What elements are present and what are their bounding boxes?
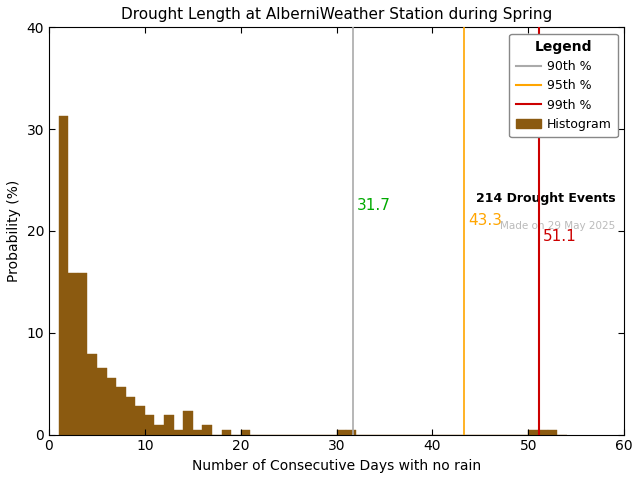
Bar — [125, 397, 135, 434]
Bar — [538, 430, 548, 434]
Bar — [116, 387, 125, 434]
Bar — [164, 415, 173, 434]
Text: 51.1: 51.1 — [543, 228, 577, 243]
Bar — [183, 411, 193, 434]
Bar — [87, 354, 97, 434]
Bar — [193, 430, 202, 434]
Text: 214 Drought Events: 214 Drought Events — [476, 192, 616, 205]
Bar — [106, 378, 116, 434]
Text: Made on 29 May 2025: Made on 29 May 2025 — [500, 221, 616, 231]
Text: 43.3: 43.3 — [468, 213, 502, 228]
Bar — [202, 425, 212, 434]
Bar — [145, 415, 154, 434]
Bar — [241, 430, 250, 434]
Bar — [77, 273, 87, 434]
Bar — [154, 425, 164, 434]
Bar — [97, 369, 106, 434]
Bar — [548, 430, 557, 434]
Bar — [173, 430, 183, 434]
Bar — [135, 406, 145, 434]
Bar — [346, 430, 356, 434]
X-axis label: Number of Consecutive Days with no rain: Number of Consecutive Days with no rain — [192, 459, 481, 473]
Bar — [68, 273, 77, 434]
Text: 31.7: 31.7 — [356, 198, 390, 213]
Bar — [337, 430, 346, 434]
Legend: 90th %, 95th %, 99th %, Histogram: 90th %, 95th %, 99th %, Histogram — [509, 34, 618, 137]
Y-axis label: Probability (%): Probability (%) — [7, 180, 21, 282]
Bar — [221, 430, 231, 434]
Title: Drought Length at AlberniWeather Station during Spring: Drought Length at AlberniWeather Station… — [121, 7, 552, 22]
Bar — [529, 430, 538, 434]
Bar — [59, 116, 68, 434]
